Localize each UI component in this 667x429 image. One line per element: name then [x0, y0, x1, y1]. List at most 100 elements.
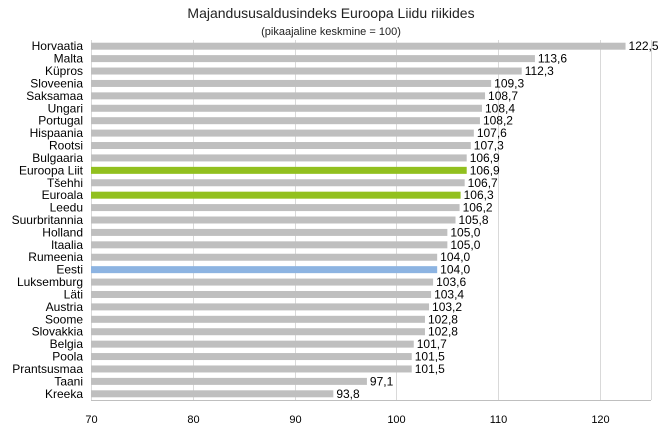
category-label: Sloveenia	[30, 76, 83, 90]
value-label: 103,4	[434, 287, 464, 301]
category-label: Suurbritannia	[12, 213, 84, 227]
value-label: 106,2	[463, 201, 493, 215]
bars	[91, 42, 626, 398]
category-label: Eesti	[56, 263, 83, 277]
bar-3	[91, 79, 492, 87]
bar-13	[91, 204, 460, 212]
x-tick-label: 120	[591, 414, 609, 426]
value-label: 102,8	[428, 325, 458, 339]
value-label: 108,2	[483, 114, 513, 128]
bar-1	[91, 55, 535, 63]
value-label: 101,7	[417, 337, 447, 351]
bar-2	[91, 67, 522, 75]
category-label: Leedu	[50, 201, 83, 215]
value-label: 108,7	[488, 89, 518, 103]
category-label: Austria	[46, 300, 84, 314]
category-label: Horvaatia	[32, 39, 84, 53]
bar-7	[91, 129, 474, 137]
category-label: Tšehhi	[47, 176, 83, 190]
x-tick-label: 70	[85, 414, 97, 426]
category-label: Holland	[42, 225, 83, 239]
category-label: Euroala	[42, 188, 84, 202]
value-label: 106,9	[470, 151, 500, 165]
x-tick-label: 110	[490, 414, 508, 426]
category-label: Malta	[54, 52, 84, 66]
category-label: Portugal	[38, 114, 83, 128]
category-label: Ungari	[48, 101, 83, 115]
bar-12	[91, 191, 461, 199]
value-label: 113,6	[538, 52, 567, 66]
x-axis: 70 80 90 100 110 120	[85, 400, 651, 426]
bar-6	[91, 117, 480, 125]
bar-14	[91, 216, 456, 224]
value-label: 104,0	[440, 250, 470, 264]
value-label: 106,7	[468, 176, 498, 190]
bar-15	[91, 228, 448, 236]
value-label: 107,6	[477, 126, 507, 140]
value-label: 106,9	[470, 163, 500, 177]
bar-25	[91, 353, 412, 361]
category-label: Euroopa Liit	[19, 163, 84, 177]
bar-24	[91, 340, 414, 348]
bar-20	[91, 290, 432, 298]
bar-0	[91, 42, 626, 50]
value-label: 108,4	[485, 101, 515, 115]
x-tick-label: 80	[187, 414, 199, 426]
category-label: Luksemburg	[17, 275, 83, 289]
bar-5	[91, 104, 482, 112]
value-label: 107,3	[474, 139, 504, 153]
bar-19	[91, 278, 434, 286]
bar-17	[91, 253, 438, 261]
category-label: Saksamaa	[26, 89, 83, 103]
category-label: Kreeka	[45, 387, 83, 401]
category-label: Slovakkia	[32, 325, 84, 339]
category-label: Belgia	[50, 337, 84, 351]
bar-4	[91, 92, 486, 100]
category-label: Taani	[54, 374, 83, 388]
category-label: Rumeenia	[28, 250, 83, 264]
labels: Horvaatia 122,5 Malta 113,6 Küpros 112,3 Slove…	[12, 39, 659, 401]
value-label: 106,3	[464, 188, 494, 202]
bar-23	[91, 328, 425, 336]
bar-11	[91, 179, 465, 187]
value-label: 104,0	[440, 263, 470, 277]
value-label: 103,6	[436, 275, 466, 289]
bar-16	[91, 241, 448, 249]
bar-9	[91, 154, 467, 162]
bar-22	[91, 315, 425, 323]
value-label: 112,3	[525, 64, 554, 78]
bar-27	[91, 377, 367, 385]
category-label: Soome	[45, 312, 83, 326]
x-tick-label: 90	[289, 414, 301, 426]
category-label: Rootsi	[49, 139, 83, 153]
chart-title: Majandususaldusindeks Euroopa Liidu riik…	[187, 5, 474, 21]
value-label: 103,2	[432, 300, 462, 314]
value-label: 97,1	[370, 374, 394, 388]
category-label: Läti	[64, 287, 83, 301]
value-label: 102,8	[428, 312, 458, 326]
value-label: 93,8	[336, 387, 360, 401]
bar-10	[91, 166, 467, 174]
x-tick-label: 100	[387, 414, 405, 426]
chart-subtitle: (pikaajaline keskmine = 100)	[261, 26, 401, 38]
category-label: Bulgaaria	[32, 151, 83, 165]
category-label: Poola	[52, 350, 83, 364]
value-label: 109,3	[494, 76, 524, 90]
value-label: 105,0	[450, 225, 480, 239]
value-label: 101,5	[415, 350, 445, 364]
value-label: 101,5	[415, 362, 445, 376]
value-label: 105,8	[459, 213, 489, 227]
bar-21	[91, 303, 430, 311]
bar-18	[91, 266, 438, 274]
value-label: 105,0	[450, 238, 480, 252]
category-label: Hispaania	[30, 126, 84, 140]
bar-8	[91, 142, 471, 150]
bar-26	[91, 365, 412, 373]
bar-28	[91, 390, 334, 398]
category-label: Prantsusmaa	[12, 362, 83, 376]
category-label: Küpros	[45, 64, 83, 78]
category-label: Itaalia	[51, 238, 83, 252]
value-label: 122,5	[629, 39, 659, 53]
